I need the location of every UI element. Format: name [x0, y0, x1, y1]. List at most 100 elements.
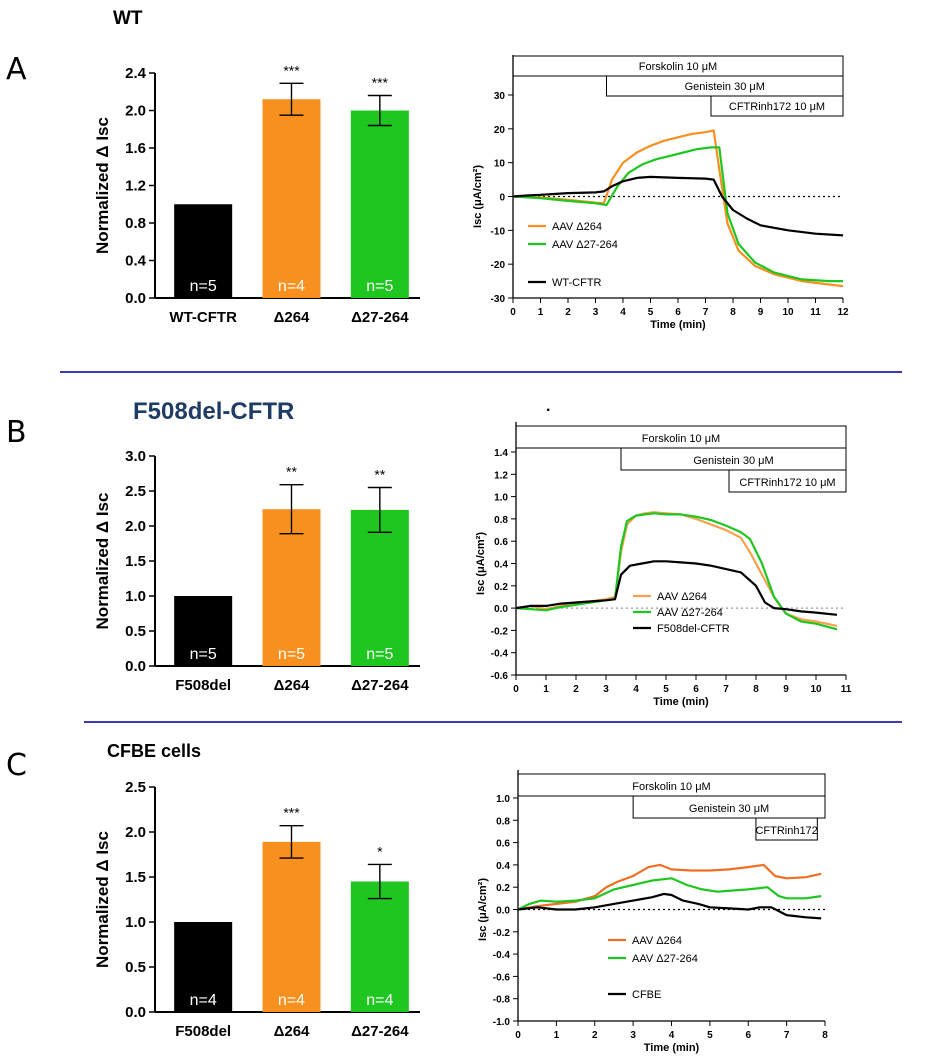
- y-tick-label: 0.4: [494, 560, 508, 571]
- y-axis-label: Normalized Δ Isc: [93, 117, 112, 254]
- drug-label: Genistein 30 μM: [685, 81, 765, 93]
- y-tick-label: 0.5: [125, 959, 146, 976]
- y-tick-label: -20: [491, 260, 506, 271]
- y-tick-label: -0.4: [493, 950, 511, 961]
- y-tick-label: -30: [491, 294, 506, 305]
- panel-letter-c: C: [6, 748, 27, 783]
- x-tick-label: 6: [693, 684, 699, 695]
- bar: [350, 509, 409, 666]
- y-tick-label: 1.6: [125, 140, 146, 157]
- x-tick-label: 3: [630, 1030, 636, 1041]
- x-tick-label: 1: [554, 1030, 560, 1041]
- x-tick-label: 9: [758, 307, 764, 318]
- y-tick-label: 1.0: [125, 914, 146, 931]
- x-tick-label: 6: [675, 307, 681, 318]
- legend-label: AAV Δ27-264: [657, 607, 723, 619]
- y-tick-label: 1.0: [496, 794, 510, 805]
- x-tick-label: 6: [745, 1030, 751, 1041]
- x-tick-label: 4: [620, 307, 626, 318]
- bar: [174, 596, 233, 666]
- series-line: [515, 560, 838, 616]
- bar: [262, 99, 321, 298]
- x-tick-label: 0: [510, 307, 516, 318]
- section-divider-1: [60, 371, 902, 373]
- x-tick-label: 4: [669, 1030, 675, 1041]
- n-label: n=4: [366, 992, 393, 1009]
- y-tick-label: -0.6: [493, 972, 511, 983]
- y-tick-label: 0.0: [496, 906, 510, 917]
- x-tick-label: 7: [784, 1030, 790, 1041]
- trace-chart-b: -0.6 -0.4 -0.2 0.0 0.2 0.4 0.6 0.8 1.0 1.2 1.4 0 1 2 3…: [475, 422, 852, 708]
- legend-label: AAV Δ264: [632, 935, 682, 947]
- y-tick-label: 20: [494, 125, 506, 136]
- bar-chart-b: 0.0 0.5 1.0 1.5 2.0 2.5 3.0 Normalized Δ Isc n=5…: [93, 448, 420, 694]
- series-line: [512, 175, 844, 237]
- n-label: n=4: [190, 992, 217, 1009]
- x-axis-label: Time (min): [653, 696, 709, 708]
- legend-label: AAV Δ27-264: [552, 239, 618, 251]
- y-axis-label: Normalized Δ Isc: [93, 831, 112, 968]
- x-tick-label: 8: [730, 307, 736, 318]
- y-tick-label: -0.2: [491, 626, 509, 637]
- y-tick-label: 3.0: [125, 448, 146, 465]
- y-axis-label: Isc (μA/cm²): [472, 165, 484, 228]
- y-tick-label: 1.2: [494, 470, 508, 481]
- panel-letter-a: A: [6, 52, 27, 87]
- n-label: n=5: [278, 646, 305, 663]
- y-tick-label: 0.0: [125, 658, 146, 675]
- significance-stars: ***: [283, 805, 300, 821]
- drug-application-box: [710, 95, 844, 117]
- x-tick-label: 0: [515, 1030, 521, 1041]
- drug-label: CFTRinh172 10 μM: [729, 101, 825, 113]
- y-tick-label: 0.8: [125, 215, 146, 232]
- x-tick-label: 9: [783, 684, 789, 695]
- y-tick-label: 2.4: [125, 65, 147, 82]
- y-tick-label: 0.6: [496, 839, 510, 850]
- drug-application-box: [728, 469, 847, 493]
- category-label: F508del: [175, 1023, 231, 1040]
- drug-label: Genistein 30 μM: [689, 803, 769, 815]
- category-label: WT-CFTR: [169, 309, 237, 326]
- x-tick-label: 12: [837, 307, 849, 318]
- y-tick-label: 0.6: [494, 537, 508, 548]
- category-label: F508del: [175, 677, 231, 694]
- y-tick-label: 0: [499, 193, 505, 204]
- n-label: n=4: [278, 278, 305, 295]
- x-tick-label: 1: [543, 684, 549, 695]
- x-tick-label: 2: [565, 307, 571, 318]
- x-tick-label: 11: [841, 684, 852, 695]
- y-tick-label: 0.0: [125, 1004, 146, 1021]
- y-tick-label: 2.0: [125, 103, 146, 120]
- y-tick-label: -1.0: [493, 1017, 511, 1028]
- x-tick-label: 3: [593, 307, 599, 318]
- y-tick-label: 1.2: [125, 178, 146, 195]
- y-axis-label: Isc (μA/cm²): [475, 532, 487, 595]
- y-tick-label: -0.8: [493, 995, 511, 1006]
- x-tick-label: 10: [810, 684, 822, 695]
- y-axis-label: Isc (μA/cm²): [477, 878, 489, 941]
- legend-label: CFBE: [632, 989, 661, 1001]
- section-title-a: WT: [113, 8, 143, 29]
- legend-label: AAV Δ264: [657, 591, 707, 603]
- y-tick-label: 1.5: [125, 553, 146, 570]
- x-tick-label: 2: [573, 684, 579, 695]
- y-tick-label: 1.0: [125, 588, 146, 605]
- n-label: n=5: [366, 278, 393, 295]
- category-label: Δ27-264: [351, 309, 409, 326]
- x-tick-label: 8: [753, 684, 759, 695]
- x-tick-label: 7: [723, 684, 729, 695]
- trace-chart-c: -1.0 -0.8 -0.6 -0.4 -0.2 0.0 0.2 0.4 0.6 0.8 1.0 0 1…: [477, 770, 828, 1054]
- y-tick-label: 2.5: [125, 483, 146, 500]
- drug-application-box: [632, 795, 826, 819]
- y-tick-label: 1.4: [494, 448, 508, 459]
- section-title-c: CFBE cells: [107, 741, 202, 761]
- x-axis-label: Time (min): [644, 1042, 700, 1054]
- category-label: Δ27-264: [351, 677, 409, 694]
- n-label: n=5: [190, 646, 217, 663]
- x-tick-label: 5: [648, 307, 654, 318]
- y-tick-label: 2.0: [125, 518, 146, 535]
- legend-label: AAV Δ27-264: [632, 953, 698, 965]
- x-tick-label: 3: [603, 684, 609, 695]
- x-tick-label: 8: [822, 1030, 828, 1041]
